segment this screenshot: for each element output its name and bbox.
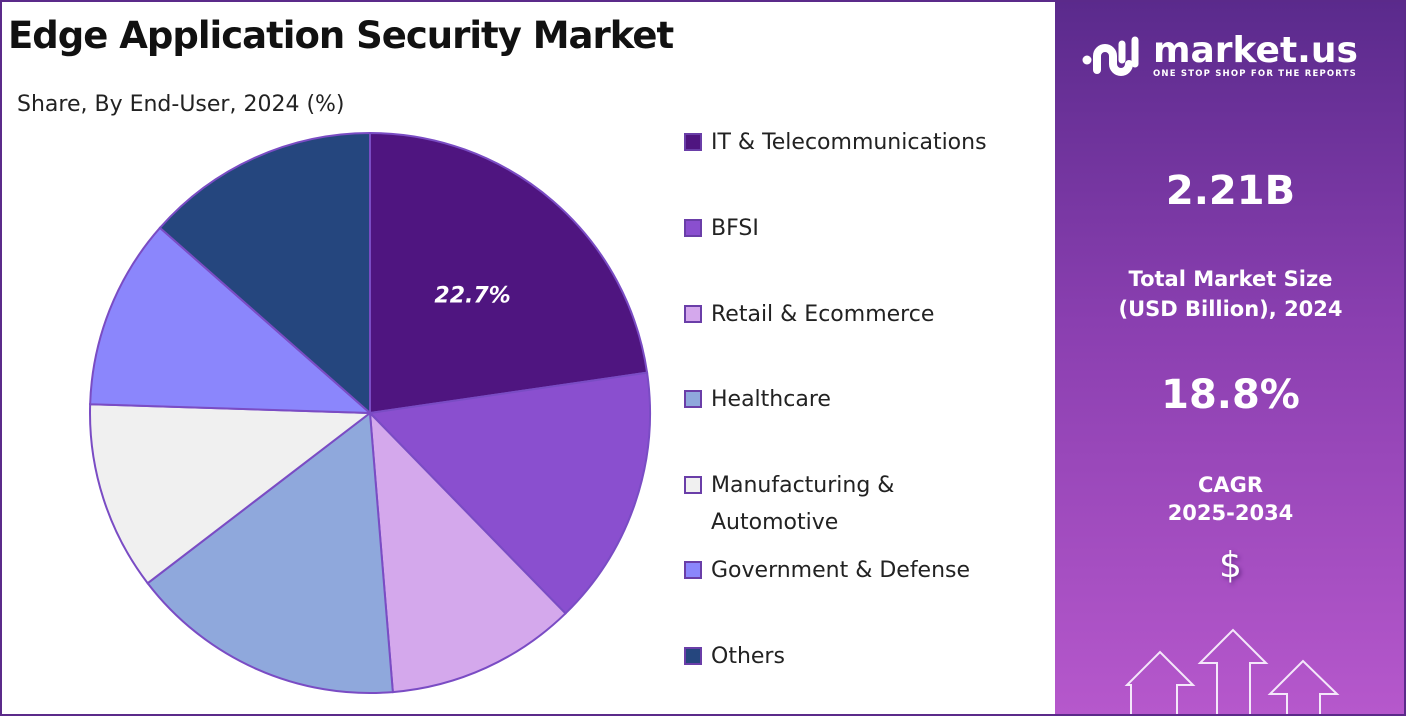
legend-label: Manufacturing & Automotive bbox=[711, 473, 895, 535]
legend-label: Others bbox=[711, 644, 785, 669]
market-size-label-2: (USD Billion), 2024 bbox=[1118, 297, 1343, 321]
pie-slice-manufacturing-automotive bbox=[89, 403, 373, 585]
legend-label: IT & Telecommunications bbox=[711, 130, 987, 155]
pie-slice-retail-ecommerce bbox=[368, 410, 567, 694]
legend-swatch bbox=[684, 476, 702, 494]
pie-slice-bfsi bbox=[367, 371, 651, 615]
pie-slice-healthcare bbox=[146, 411, 394, 694]
logo: market.us ONE STOP SHOP FOR THE REPORTS bbox=[1081, 30, 1358, 82]
pie-slice-it-telecommunications bbox=[369, 131, 649, 415]
legend-label: Retail & Ecommerce bbox=[711, 302, 935, 327]
market-size-value: 2.21B bbox=[1165, 168, 1296, 214]
growth-arrows-icon bbox=[1124, 628, 1340, 716]
cagr-label: CAGR bbox=[1197, 473, 1264, 497]
legend-swatch bbox=[684, 219, 702, 237]
cagr-period: 2025-2034 bbox=[1167, 501, 1294, 525]
chart-subtitle: Share, By End-User, 2024 (%) bbox=[17, 92, 345, 117]
dollar-icon: $ bbox=[1219, 545, 1242, 586]
legend-swatch bbox=[684, 133, 702, 151]
legend-item: IT & Telecommunications bbox=[684, 124, 987, 161]
cagr-value: 18.8% bbox=[1161, 372, 1300, 418]
legend-label: Government & Defense bbox=[711, 558, 971, 583]
pie-slice-government-defense bbox=[89, 226, 373, 415]
logo-name: market.us bbox=[1153, 30, 1358, 71]
legend-item: BFSI bbox=[684, 210, 759, 247]
legend-swatch bbox=[684, 647, 702, 665]
legend-item: Healthcare bbox=[684, 381, 831, 418]
legend-item: Retail & Ecommerce bbox=[684, 296, 934, 333]
legend-swatch bbox=[684, 305, 702, 323]
legend-item: Government & Defense bbox=[684, 552, 970, 589]
market-us-logo-icon bbox=[1082, 36, 1139, 76]
legend-item: Manufacturing & Automotive bbox=[684, 467, 894, 541]
legend-swatch bbox=[684, 390, 702, 408]
legend-label: BFSI bbox=[711, 216, 759, 241]
chart-title: Edge Application Security Market bbox=[8, 14, 674, 57]
pie-slice-others bbox=[158, 131, 371, 416]
pie-chart: 22.7% bbox=[89, 131, 651, 694]
legend-item: Others bbox=[684, 638, 785, 675]
market-size-label-1: Total Market Size bbox=[1128, 267, 1333, 291]
data-label: 22.7% bbox=[434, 283, 510, 308]
legend-label: Healthcare bbox=[711, 387, 831, 412]
stats-panel: market.us ONE STOP SHOP FOR THE REPORTS … bbox=[1055, 0, 1406, 716]
legend-swatch bbox=[684, 561, 702, 579]
logo-tagline: ONE STOP SHOP FOR THE REPORTS bbox=[1153, 69, 1357, 79]
